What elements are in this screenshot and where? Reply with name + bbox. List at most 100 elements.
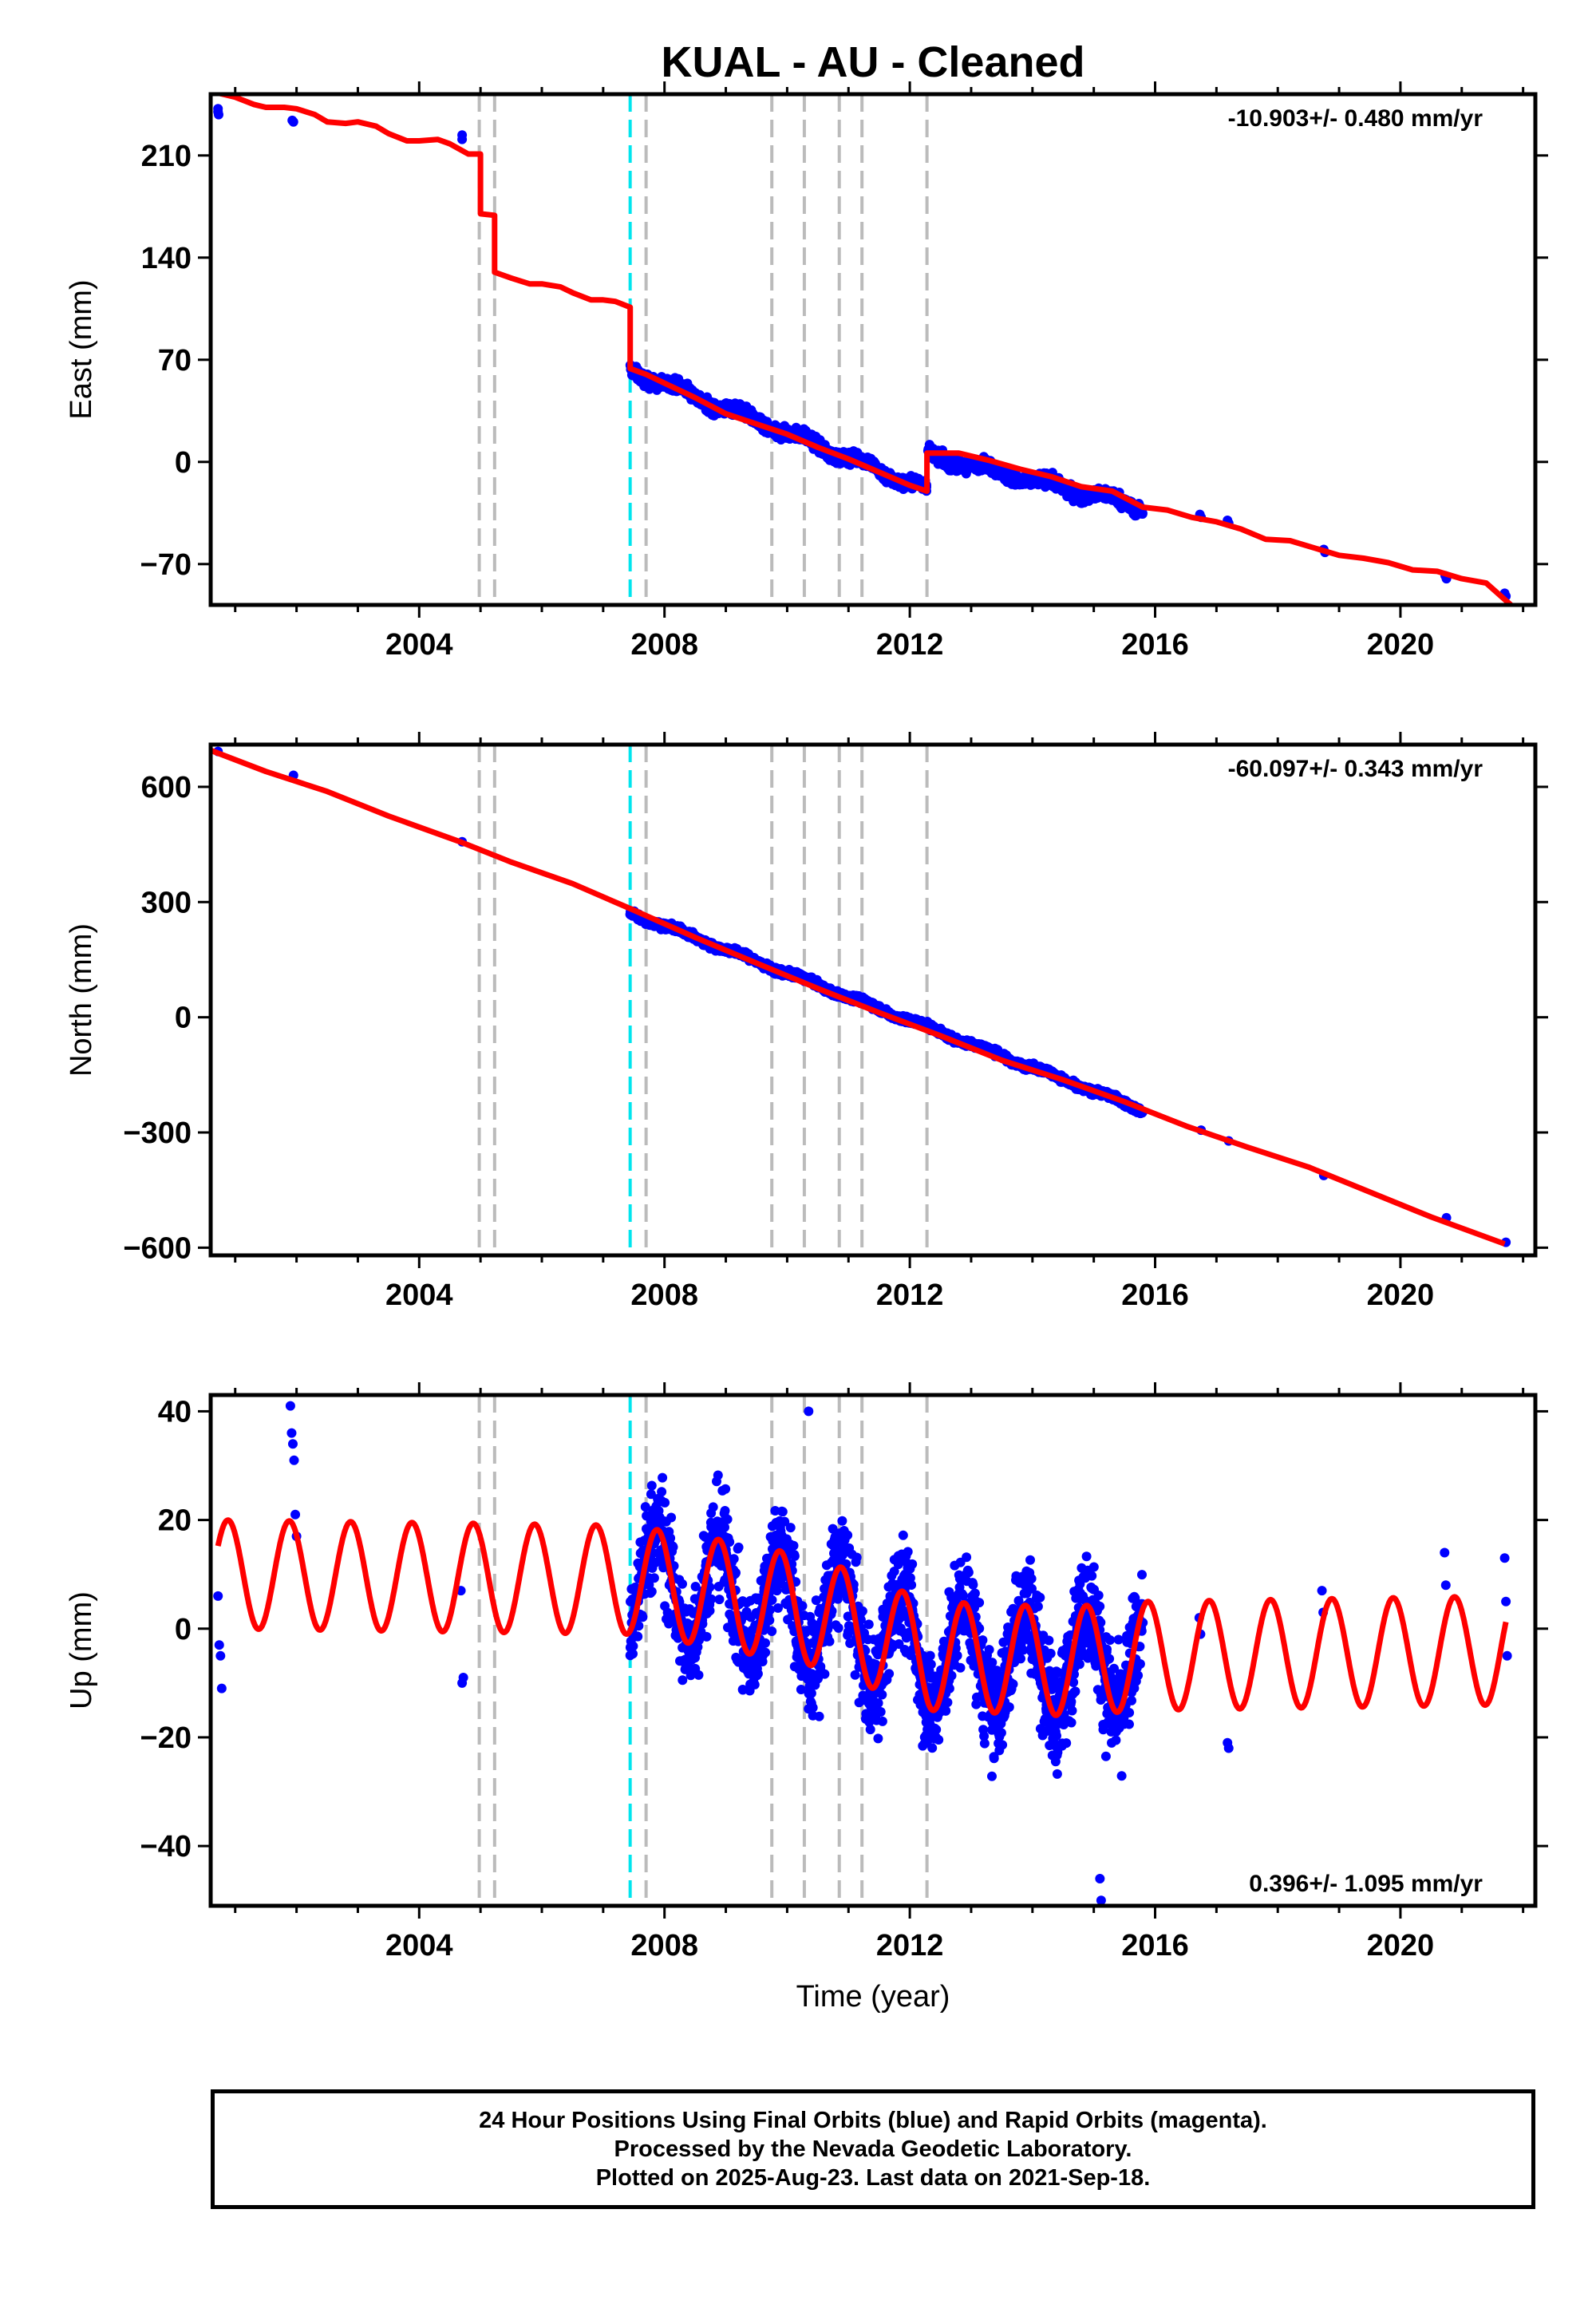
data-point xyxy=(851,1552,862,1563)
data-point xyxy=(772,1586,782,1596)
y-tick-label: 210 xyxy=(141,140,192,173)
data-point xyxy=(780,1516,790,1527)
data-point xyxy=(646,1480,657,1491)
data-point xyxy=(658,1472,668,1483)
y-tick-label: 0 xyxy=(175,1002,192,1035)
data-point xyxy=(725,1537,735,1547)
plot-area xyxy=(213,1395,1512,1906)
data-point xyxy=(705,1582,715,1592)
axes-frame xyxy=(208,92,1538,607)
x-tick-label: 2004 xyxy=(385,628,453,662)
data-point xyxy=(721,1484,731,1494)
plot-area xyxy=(211,94,1513,605)
y-axis-label: East (mm) xyxy=(65,279,98,419)
data-point xyxy=(678,1579,687,1589)
data-point xyxy=(666,1512,677,1523)
x-tick-label: 2012 xyxy=(876,1279,944,1312)
data-point xyxy=(1137,508,1148,519)
data-point xyxy=(638,1612,648,1622)
data-point xyxy=(668,1542,678,1552)
data-point xyxy=(649,1573,659,1583)
data-point xyxy=(788,1540,799,1551)
y-tick-label: 300 xyxy=(141,886,192,919)
data-point xyxy=(873,1698,883,1708)
x-tick-label: 2020 xyxy=(1367,628,1435,662)
data-point xyxy=(811,1595,821,1606)
data-point xyxy=(697,1618,708,1629)
data-point xyxy=(690,1582,701,1591)
data-point xyxy=(871,1659,881,1670)
data-point xyxy=(722,1514,733,1524)
data-point xyxy=(694,1635,704,1646)
y-tick-label: −70 xyxy=(140,548,192,582)
data-point xyxy=(865,1725,875,1735)
rate-label: -10.903+/- 0.480 mm/yr xyxy=(1228,105,1483,132)
data-point xyxy=(773,1603,783,1613)
data-point xyxy=(767,1595,777,1605)
data-point xyxy=(843,1530,853,1540)
data-point xyxy=(457,134,468,144)
data-point xyxy=(820,1669,830,1679)
data-point xyxy=(767,1626,777,1636)
data-point xyxy=(713,1470,723,1480)
y-tick-label: 140 xyxy=(141,242,192,275)
x-tick-label: 2016 xyxy=(1121,628,1189,662)
data-point xyxy=(705,1606,715,1616)
data-point xyxy=(760,1647,771,1658)
data-point xyxy=(628,1641,638,1651)
data-point xyxy=(764,1605,775,1615)
data-point xyxy=(693,1670,704,1680)
y-tick-label: 600 xyxy=(141,771,192,804)
data-point xyxy=(877,1690,887,1700)
data-point xyxy=(749,1679,760,1690)
data-point xyxy=(634,1621,644,1631)
y-tick-label: 0 xyxy=(175,446,192,480)
data-point xyxy=(796,1685,806,1694)
data-point xyxy=(701,1631,712,1642)
y-axis-label: North (mm) xyxy=(65,923,98,1077)
x-tick-label: 2016 xyxy=(1121,1279,1189,1312)
data-point xyxy=(720,1506,730,1516)
panel-2: 2004 2008 2012 2016 20206003000−300−600North… xyxy=(65,732,1548,1312)
data-point xyxy=(833,1622,843,1633)
data-point xyxy=(628,1649,638,1659)
data-point xyxy=(808,1702,818,1713)
rate-label: -60.097+/- 0.343 mm/yr xyxy=(1228,756,1483,782)
data-point xyxy=(720,1522,729,1532)
x-tick-label: 2004 xyxy=(385,1279,453,1312)
x-tick-label: 2012 xyxy=(876,628,944,662)
data-point xyxy=(857,1606,867,1616)
data-point xyxy=(814,1711,824,1721)
y-tick-label: −600 xyxy=(123,1231,192,1265)
data-point xyxy=(729,1554,739,1564)
data-point xyxy=(733,1542,744,1552)
data-point xyxy=(785,1523,796,1533)
data-point xyxy=(737,1685,748,1695)
data-point xyxy=(213,109,223,120)
x-tick-label: 2008 xyxy=(630,1279,698,1312)
data-point xyxy=(660,1497,670,1508)
data-point xyxy=(714,1595,725,1605)
model-line xyxy=(211,94,1513,605)
data-point xyxy=(806,1688,816,1698)
data-point xyxy=(678,1675,688,1686)
y-tick-label: −300 xyxy=(123,1117,192,1150)
data-point xyxy=(797,1601,808,1611)
data-point xyxy=(877,1716,887,1726)
model-line xyxy=(211,747,1506,1247)
data-point xyxy=(875,1707,886,1717)
x-tick-label: 2008 xyxy=(630,628,698,662)
data-point xyxy=(850,1670,860,1680)
data-point xyxy=(753,1669,763,1679)
data-point xyxy=(863,1619,874,1630)
data-point xyxy=(789,1551,800,1561)
data-point xyxy=(646,1587,657,1597)
y-tick-label: 70 xyxy=(158,344,192,377)
data-point xyxy=(708,1502,718,1512)
axes-frame xyxy=(208,742,1538,1258)
data-point xyxy=(640,1502,650,1512)
data-point xyxy=(288,117,298,127)
data-point xyxy=(633,1631,643,1642)
